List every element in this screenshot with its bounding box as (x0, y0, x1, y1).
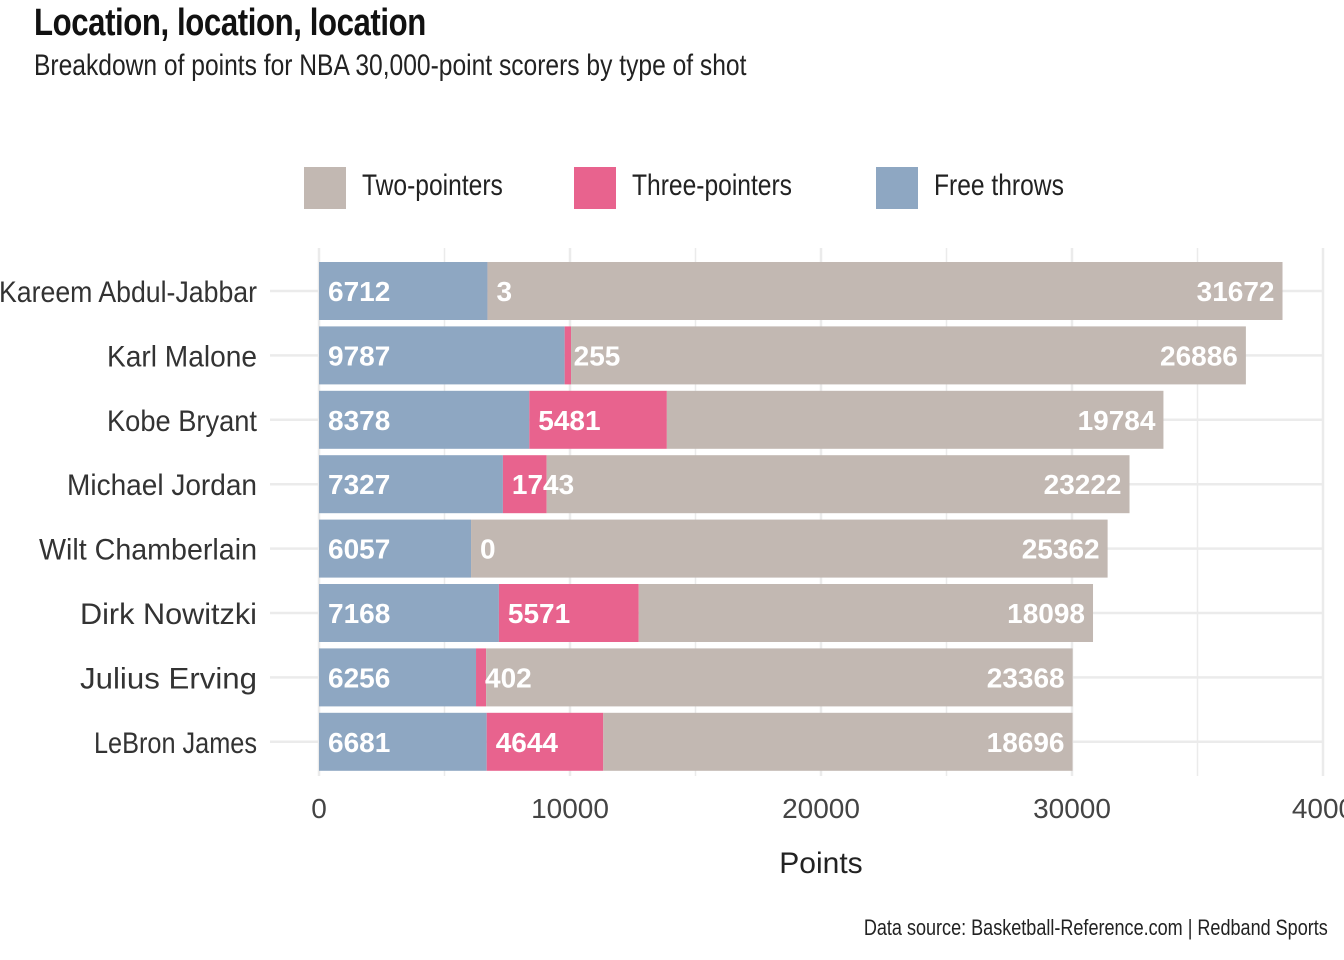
bar-segment-free-throws (319, 262, 488, 320)
legend-label-free-throws: Free throws (934, 169, 1064, 202)
data-label-three-pointers: 0 (480, 534, 496, 565)
data-label-three-pointers: 5571 (508, 598, 570, 629)
legend-label-three-pointers: Three-pointers (632, 169, 792, 202)
data-label-three-pointers: 5481 (538, 405, 600, 436)
bar-segment-three-pointers (529, 390, 667, 449)
bar-segment-three-pointers (564, 326, 572, 385)
y-tick-label: Kareem Abdul-Jabbar (0, 276, 257, 309)
bar-segment-two-pointers (638, 584, 1094, 642)
x-tick-label: 4000 (1292, 793, 1344, 824)
legend-swatch-three-pointers (574, 167, 616, 209)
bar-segment-free-throws (319, 326, 565, 385)
data-label-free-throws: 9787 (328, 340, 390, 371)
bar-segment-two-pointers (603, 712, 1073, 771)
x-tick-label: 10000 (531, 793, 609, 824)
data-label-three-pointers: 3 (496, 276, 512, 307)
data-label-three-pointers: 255 (574, 340, 621, 371)
bar-segment-two-pointers (571, 326, 1246, 385)
data-label-free-throws: 7327 (328, 469, 390, 500)
bar-segment-free-throws (319, 519, 472, 578)
data-label-two-pointers: 18098 (1007, 598, 1085, 629)
bar-segment-free-throws (319, 648, 477, 707)
data-label-two-pointers: 19784 (1078, 405, 1156, 436)
data-label-free-throws: 8378 (328, 405, 390, 436)
bar-segment-three-pointers (498, 584, 639, 642)
bar-segment-two-pointers (486, 648, 1073, 707)
y-tick-label: Michael Jordan (67, 469, 257, 502)
chart-caption: Data source: Basketball-Reference.com | … (864, 915, 1328, 940)
data-label-two-pointers: 31672 (1197, 276, 1275, 307)
data-label-three-pointers: 1743 (512, 469, 574, 500)
bar-segment-three-pointers (502, 455, 547, 514)
data-label-three-pointers: 4644 (496, 727, 559, 758)
y-tick-label: Wilt Chamberlain (39, 534, 257, 567)
chart-title: Location, location, location (34, 2, 426, 44)
x-axis-title: Points (779, 847, 862, 880)
legend: Two-pointers Three-pointers Free throws (0, 165, 1344, 211)
y-tick-label: Julius Erving (80, 662, 257, 695)
bar-segment-free-throws (319, 712, 487, 771)
bar-segment-free-throws (319, 390, 530, 449)
bar-segment-two-pointers (666, 390, 1164, 449)
data-label-free-throws: 6712 (328, 276, 390, 307)
x-tick-label: 30000 (1033, 793, 1111, 824)
y-tick-label: Karl Malone (107, 340, 257, 373)
bar-segment-free-throws (319, 584, 499, 642)
bar-segment-two-pointers (471, 519, 1108, 578)
bar-segment-two-pointers (546, 455, 1130, 514)
data-label-three-pointers: 402 (485, 662, 532, 693)
data-label-free-throws: 6256 (328, 662, 390, 693)
y-tick-label: Dirk Nowitzki (80, 598, 257, 631)
data-label-free-throws: 7168 (328, 598, 390, 629)
y-tick-label: LeBron James (94, 727, 257, 760)
x-tick-label: 0 (311, 793, 327, 824)
y-tick-label: Kobe Bryant (107, 405, 258, 438)
data-label-two-pointers: 26886 (1160, 340, 1238, 371)
data-label-free-throws: 6057 (328, 534, 390, 565)
bar-segment-two-pointers (487, 262, 1283, 320)
legend-swatch-free-throws (876, 167, 918, 209)
chart-subtitle: Breakdown of points for NBA 30,000-point… (34, 49, 747, 82)
data-label-two-pointers: 23222 (1044, 469, 1122, 500)
legend-swatch-two-pointers (304, 167, 346, 209)
bar-segment-free-throws (319, 455, 503, 514)
legend-label-two-pointers: Two-pointers (362, 169, 503, 202)
data-label-two-pointers: 18696 (987, 727, 1065, 758)
bar-segment-three-pointers (476, 648, 487, 707)
data-label-two-pointers: 25362 (1022, 534, 1100, 565)
x-tick-label: 20000 (782, 793, 860, 824)
data-label-two-pointers: 23368 (987, 662, 1065, 693)
data-label-free-throws: 6681 (328, 727, 390, 758)
bar-segment-three-pointers (486, 712, 604, 771)
